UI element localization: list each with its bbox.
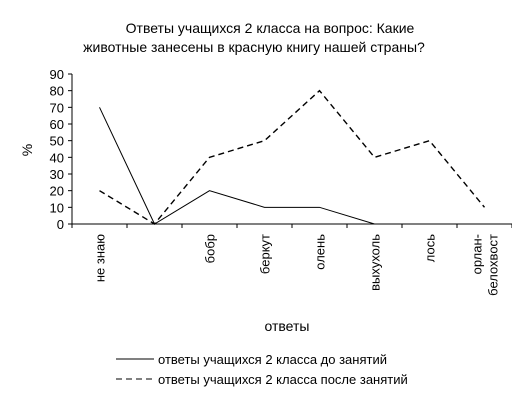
chart-title-line-1: Ответы учащихся 2 класса на вопрос: Каки…	[126, 20, 415, 36]
series-line-1	[99, 107, 375, 225]
x-tick-label: лось	[423, 234, 438, 262]
y-tick-label: 60	[50, 117, 64, 132]
x-tick-label: выхухоль	[368, 234, 383, 291]
y-tick-label: 80	[50, 84, 64, 99]
x-tick-label: не знаю	[93, 234, 108, 282]
x-axis-label: ответы	[265, 318, 310, 334]
y-tick-label: 20	[50, 184, 64, 199]
series-line-2	[99, 89, 486, 225]
x-tick-label: орлан-	[470, 234, 485, 274]
x-tick-label: бобр	[203, 234, 218, 263]
y-tick-label: 90	[50, 67, 64, 82]
series-lines	[99, 89, 486, 225]
legend-label-1: ответы учащихся 2 класса до занятий	[158, 352, 387, 367]
legend-label-2: ответы учащихся 2 класса после занятий	[158, 372, 408, 387]
axes	[71, 74, 512, 225]
legend: ответы учащихся 2 класса до занятий ответ…	[116, 352, 408, 387]
y-tick-label: 50	[50, 134, 64, 149]
y-tick-label: 40	[50, 150, 64, 165]
x-tick-label: беркут	[258, 234, 273, 274]
y-tick-label: 10	[50, 200, 64, 215]
x-tick-label: белохвост	[486, 234, 501, 296]
y-tick-label: 70	[50, 100, 64, 115]
y-axis-label: %	[19, 144, 35, 156]
chart-title-line-2: животные занесены в красную книгу нашей …	[83, 39, 425, 55]
y-tick-label: 30	[50, 167, 64, 182]
x-tick-label: олень	[313, 234, 328, 270]
x-ticks: не знаю бобр беркут олень выхухоль лось орлан-…	[71, 224, 512, 296]
y-tick-label: 0	[57, 217, 64, 232]
